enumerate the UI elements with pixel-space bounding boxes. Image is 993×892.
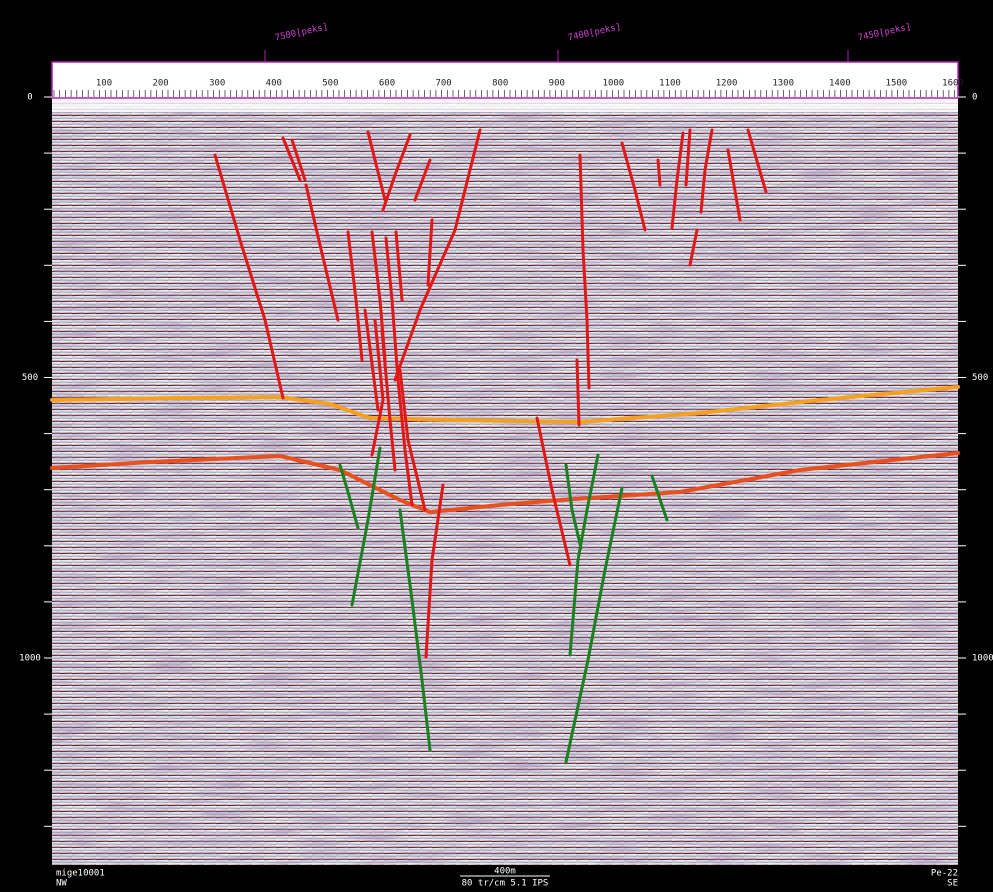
top-tick-label: 800 — [492, 79, 508, 89]
left-axis-label: 0 — [27, 93, 32, 103]
fault-red — [656, 158, 662, 187]
top-axis-box — [51, 61, 959, 99]
top-mute — [52, 98, 958, 112]
right-axis-label: 1000 — [972, 654, 993, 664]
fault-red — [413, 158, 432, 202]
right-axis-label: 0 — [972, 93, 977, 103]
footer-label: Pe-22 — [931, 869, 958, 879]
scale-note: 80 tr/cm 5.1 IPS — [462, 879, 549, 889]
footer-label: mige10001 — [56, 869, 105, 879]
fault-red — [363, 308, 380, 412]
fault-red — [578, 153, 591, 390]
left-axis-label: 500 — [22, 373, 38, 383]
fault-green — [338, 463, 360, 530]
fault-red — [393, 128, 482, 382]
fault-green — [564, 463, 583, 550]
footer-label: SE — [947, 879, 958, 889]
fault-red — [424, 483, 445, 659]
footer-label: NW — [56, 879, 67, 889]
right-axis-label: 500 — [972, 373, 988, 383]
top-tick-label: 100 — [96, 79, 112, 89]
fault-red — [426, 218, 434, 287]
seismic-noise — [52, 98, 958, 865]
top-tick-label: 1300 — [772, 79, 794, 89]
fault-red — [746, 128, 768, 194]
top-tick-label: 700 — [435, 79, 451, 89]
top-tick-label: 200 — [152, 79, 168, 89]
fault-green — [564, 486, 624, 764]
fault-green — [650, 474, 669, 522]
fault-green — [398, 508, 432, 752]
fault-red — [281, 136, 302, 182]
fault-red — [384, 236, 414, 507]
fault-red — [304, 183, 340, 322]
fault-red — [380, 328, 397, 472]
fault-red — [394, 230, 404, 302]
fault-green — [350, 446, 382, 607]
fault-red — [688, 228, 699, 267]
fault-red — [726, 148, 742, 222]
top-tick-label: 1200 — [716, 79, 738, 89]
top-tick-label: 1400 — [829, 79, 851, 89]
fault-red — [670, 131, 685, 230]
left-axis-label: 1000 — [19, 654, 41, 664]
top-tick-label: 1600 — [942, 79, 964, 89]
fault-red — [370, 318, 385, 457]
scale-label: 400m — [494, 867, 516, 877]
fault-red — [575, 358, 581, 427]
fault-red — [346, 230, 364, 362]
fault-red — [398, 368, 427, 512]
top-tick-label: 900 — [549, 79, 565, 89]
horizon-upper — [50, 385, 960, 424]
top-tick-label: 1000 — [603, 79, 625, 89]
top-tick-label: 300 — [209, 79, 225, 89]
fault-green — [568, 453, 600, 657]
top-tick-label: 400 — [266, 79, 282, 89]
fault-red — [213, 153, 285, 400]
top-tick-label: 500 — [322, 79, 338, 89]
fault-red — [381, 133, 412, 212]
horizon-lower — [50, 451, 960, 514]
fault-red — [620, 141, 647, 232]
fault-red — [366, 130, 387, 202]
fault-red — [684, 128, 692, 187]
top-tick-label: 1100 — [659, 79, 681, 89]
fault-red — [699, 128, 714, 214]
fault-red — [290, 138, 307, 182]
fault-red — [535, 416, 572, 567]
top-tick-label: 600 — [379, 79, 395, 89]
interpretation — [50, 128, 960, 764]
top-tick-label: 1500 — [886, 79, 908, 89]
